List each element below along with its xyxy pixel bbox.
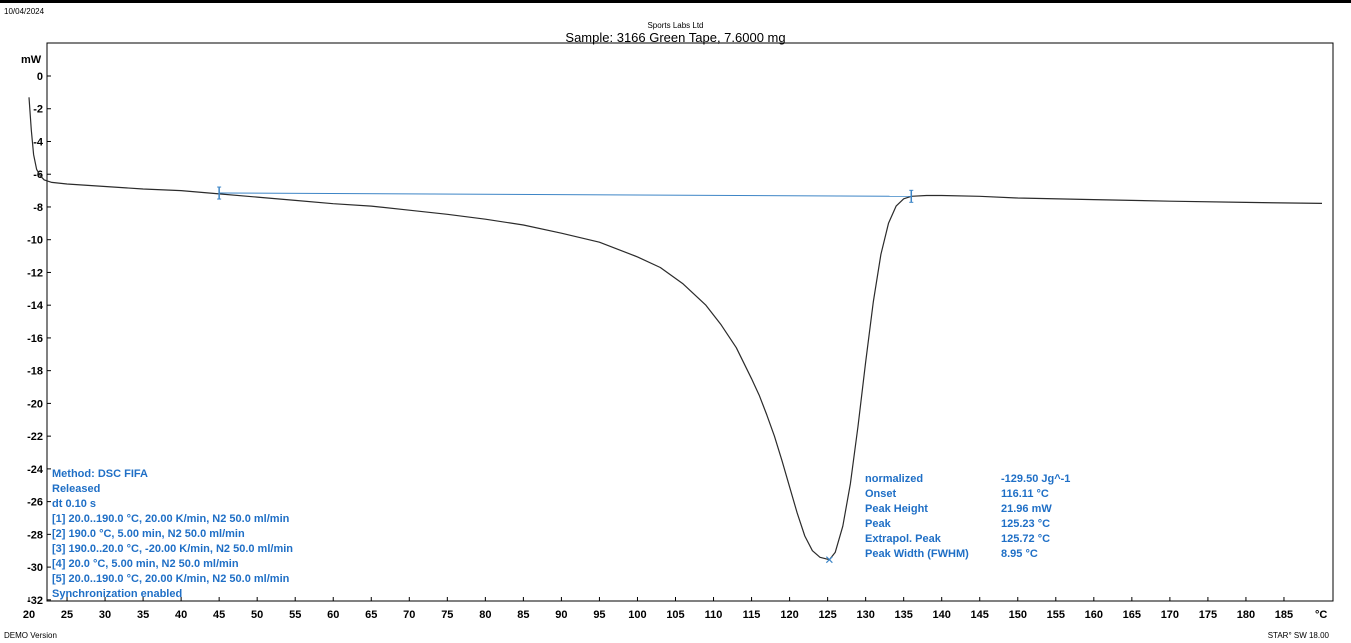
y-tick-label: -28 [27, 529, 43, 541]
x-tick-label: 75 [441, 609, 453, 621]
y-tick-label: -8 [33, 202, 43, 214]
company-name: Sports Labs Ltd [647, 21, 704, 30]
y-tick-label: -18 [27, 366, 43, 378]
y-tick-label: -6 [33, 169, 43, 181]
x-axis: 20 25 30 35 40 45 50 55 60 65 70 75 80 85 90 95 100 105 11… [23, 597, 1293, 621]
result-label: Peak Height [865, 503, 928, 515]
software-version-label: STAR° SW 18.00 [1267, 631, 1329, 640]
x-tick-label: 20 [23, 609, 35, 621]
x-tick-label: 45 [213, 609, 225, 621]
x-tick-label: 30 [99, 609, 111, 621]
x-tick-label: 80 [479, 609, 491, 621]
y-tick-label: -26 [27, 497, 43, 509]
x-tick-label: 125 [818, 609, 836, 621]
x-tick-label: 55 [289, 609, 301, 621]
x-tick-label: 105 [666, 609, 684, 621]
x-tick-label: 170 [1161, 609, 1179, 621]
x-tick-label: 65 [365, 609, 377, 621]
result-value: 116.11 °C [1001, 488, 1049, 500]
result-label: Onset [865, 488, 897, 500]
x-tick-label: 95 [593, 609, 605, 621]
y-tick-label: -32 [27, 595, 43, 607]
x-tick-label: 150 [1009, 609, 1027, 621]
y-tick-label: -22 [27, 431, 43, 443]
integration-baseline [219, 192, 912, 197]
chart-title: Sample: 3166 Green Tape, 7.6000 mg [565, 30, 786, 45]
y-tick-label: -16 [27, 333, 43, 345]
x-tick-label: 100 [628, 609, 646, 621]
x-tick-label: 85 [517, 609, 529, 621]
result-value: 125.72 °C [1001, 533, 1050, 545]
x-axis-unit: °C [1315, 609, 1327, 621]
x-tick-label: 110 [705, 609, 723, 621]
method-line: [4] 20.0 °C, 5.00 min, N2 50.0 ml/min [52, 558, 239, 570]
method-line: [5] 20.0..190.0 °C, 20.00 K/min, N2 50.0… [52, 573, 290, 585]
y-tick-label: -12 [27, 267, 43, 279]
result-value: 125.23 °C [1001, 518, 1050, 530]
y-axis: 0 -2 -4 -6 -8 -10 -12 -14 -16 -18 -20 -22 -24 -26 -28 -… [27, 71, 51, 607]
series-layer [28, 97, 1323, 561]
method-line: [1] 20.0..190.0 °C, 20.00 K/min, N2 50.0… [52, 513, 290, 525]
y-tick-label: -4 [33, 136, 44, 148]
x-tick-label: 160 [1085, 609, 1103, 621]
x-tick-label: 185 [1275, 609, 1293, 621]
result-value: 8.95 °C [1001, 548, 1038, 560]
x-tick-label: 130 [856, 609, 874, 621]
method-line: dt 0.10 s [52, 498, 96, 510]
top-rule [0, 0, 1351, 3]
x-tick-label: 60 [327, 609, 339, 621]
y-tick-label: -30 [27, 562, 43, 574]
result-label: Peak [865, 518, 892, 530]
result-label: Peak Width (FWHM) [865, 548, 969, 560]
x-tick-label: 135 [894, 609, 912, 621]
method-line: [3] 190.0..20.0 °C, -20.00 K/min, N2 50.… [52, 543, 293, 555]
x-tick-label: 165 [1123, 609, 1141, 621]
y-tick-label: -10 [27, 235, 43, 247]
report-date: 10/04/2024 [4, 7, 45, 16]
x-tick-label: 90 [555, 609, 567, 621]
x-tick-label: 25 [61, 609, 73, 621]
y-tick-label: 0 [37, 71, 43, 83]
x-tick-label: 140 [933, 609, 951, 621]
x-tick-label: 50 [251, 609, 263, 621]
plot-frame [46, 42, 1334, 602]
result-label: Extrapol. Peak [865, 533, 942, 545]
x-tick-label: 70 [403, 609, 415, 621]
y-tick-label: -20 [27, 398, 43, 410]
y-tick-label: -24 [27, 464, 44, 476]
result-value: 21.96 mW [1001, 503, 1052, 515]
y-tick-label: -2 [33, 104, 43, 116]
method-line: Synchronization enabled [52, 588, 182, 600]
result-label: normalized [865, 473, 923, 485]
x-tick-label: 155 [1047, 609, 1065, 621]
x-tick-label: 40 [175, 609, 187, 621]
peak-marker [825, 556, 833, 564]
results-annotation: normalized -129.50 Jg^-1 Onset 116.11 °C Pea… [865, 473, 1070, 560]
y-tick-label: -14 [27, 300, 44, 312]
x-tick-label: 35 [137, 609, 149, 621]
x-tick-label: 180 [1237, 609, 1255, 621]
x-tick-label: 115 [743, 609, 761, 621]
marker-layer [217, 186, 914, 564]
demo-version-label: DEMO Version [4, 631, 57, 640]
dsc-curve [28, 97, 1323, 561]
x-tick-label: 175 [1199, 609, 1217, 621]
method-line: Method: DSC FIFA [52, 468, 148, 480]
result-value: -129.50 Jg^-1 [1001, 473, 1070, 485]
method-line: Released [52, 483, 100, 495]
y-axis-unit: mW [21, 54, 42, 66]
method-annotation: Method: DSC FIFA Released dt 0.10 s [1] 20.… [52, 468, 293, 600]
method-line: [2] 190.0 °C, 5.00 min, N2 50.0 ml/min [52, 528, 245, 540]
x-tick-label: 120 [780, 609, 798, 621]
x-tick-label: 145 [971, 609, 989, 621]
